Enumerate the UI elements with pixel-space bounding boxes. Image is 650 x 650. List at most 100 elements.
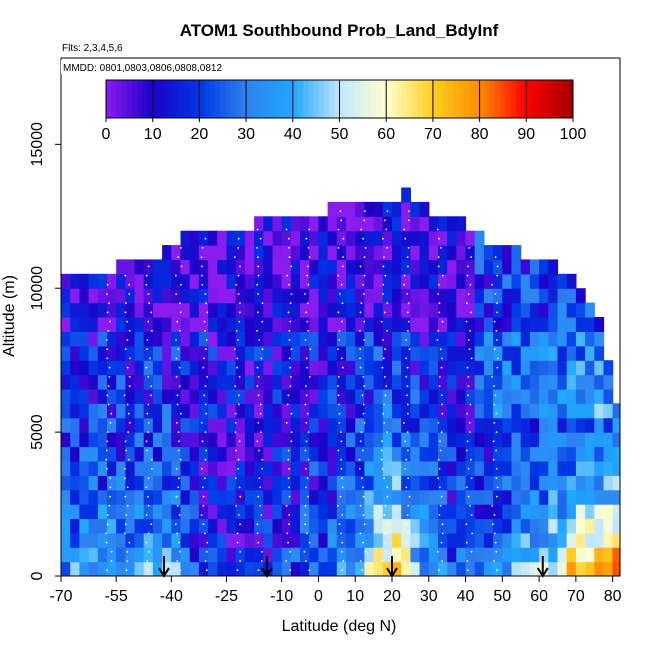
heatmap-cell (575, 504, 586, 520)
colorbar-segment (443, 80, 449, 118)
track-point (307, 265, 309, 268)
heatmap-cell (419, 547, 430, 563)
heatmap-cell (97, 317, 108, 332)
heatmap-cell (88, 446, 99, 462)
heatmap-cell (254, 403, 264, 419)
heatmap-cell (539, 417, 549, 433)
track-point (438, 385, 441, 387)
heatmap-cell (410, 201, 421, 217)
heatmap-cell (465, 245, 476, 261)
heatmap-cell (502, 504, 513, 520)
track-point (257, 256, 259, 258)
track-point (382, 339, 384, 341)
heatmap-cell (107, 489, 117, 505)
heatmap-cell (539, 489, 549, 505)
heatmap-cell (419, 561, 430, 576)
heatmap-cell (198, 460, 209, 476)
heatmap-cell (152, 388, 163, 404)
heatmap-cell (336, 302, 347, 318)
heatmap-cell (456, 504, 467, 520)
heatmap-cell (263, 446, 274, 462)
track-point (404, 560, 406, 562)
track-point (363, 219, 366, 222)
heatmap-cell (281, 288, 292, 304)
heatmap-cell (162, 547, 172, 563)
track-point (202, 366, 205, 369)
heatmap-cell (594, 345, 605, 361)
heatmap-cell (152, 532, 163, 548)
heatmap-cell (162, 504, 172, 520)
track-point (496, 366, 499, 369)
heatmap-cell (401, 201, 411, 217)
heatmap-cell (327, 403, 338, 419)
track-point (147, 504, 150, 507)
track-point (359, 440, 362, 443)
track-point (407, 504, 410, 507)
track-point (150, 523, 153, 526)
colorbar-segment (515, 80, 522, 118)
heatmap-cell (392, 432, 402, 448)
heatmap-cell (382, 432, 393, 448)
heatmap-cell (300, 417, 310, 433)
heatmap-cell (97, 518, 108, 534)
heatmap-cell (474, 345, 485, 361)
heatmap-cell (281, 518, 292, 534)
heatmap-cell (180, 360, 191, 376)
heatmap-cell (594, 374, 605, 390)
heatmap-cell (520, 403, 531, 419)
heatmap-cell (511, 388, 522, 404)
heatmap-cell (263, 532, 274, 548)
heatmap-cell (373, 403, 384, 419)
heatmap-cell (364, 388, 375, 404)
track-point (146, 412, 149, 415)
heatmap-cell (70, 460, 80, 476)
heatmap-cell (309, 273, 319, 289)
heatmap-cell (346, 475, 356, 491)
heatmap-cell (529, 374, 540, 390)
track-point (305, 560, 307, 562)
heatmap-cell (134, 489, 145, 505)
heatmap-cell (180, 504, 191, 520)
y-axis-label: Altitude (m) (1, 275, 18, 357)
track-point (289, 385, 292, 387)
heatmap-cell (529, 388, 540, 404)
heatmap-cell (502, 489, 513, 505)
heatmap-cell (152, 446, 163, 462)
heatmap-cell (318, 345, 329, 361)
heatmap-cell (281, 302, 292, 318)
heatmap-cell (171, 245, 182, 261)
heatmap-cell (520, 532, 531, 548)
heatmap-cell (539, 561, 549, 576)
track-point (383, 514, 386, 516)
heatmap-cell (318, 259, 329, 275)
heatmap-cell (88, 532, 99, 548)
track-point (151, 458, 153, 461)
heatmap-cell (116, 417, 126, 433)
heatmap-cell (97, 360, 108, 376)
track-point (495, 495, 498, 498)
track-point (494, 293, 497, 295)
heatmap-cells (61, 187, 620, 576)
heatmap-cell (474, 403, 485, 419)
heatmap-cell (373, 345, 384, 361)
track-point (233, 256, 236, 258)
heatmap-cell (447, 432, 457, 448)
airport-arrow-icon (158, 556, 170, 578)
track-point (470, 514, 473, 516)
heatmap-cell (585, 374, 595, 390)
heatmap-cell (318, 302, 329, 318)
track-point (385, 385, 388, 387)
heatmap-cell (529, 504, 540, 520)
track-point (236, 569, 239, 572)
heatmap-cell (364, 230, 375, 246)
track-point (204, 237, 207, 240)
heatmap-cell (235, 374, 246, 390)
track-point (285, 422, 288, 424)
colorbar-segment (453, 80, 460, 118)
heatmap-cell (502, 417, 513, 433)
heatmap-cell (428, 518, 439, 534)
heatmap-cell (346, 374, 356, 390)
track-point (495, 339, 498, 341)
track-point (307, 495, 309, 498)
heatmap-cell (465, 417, 476, 433)
